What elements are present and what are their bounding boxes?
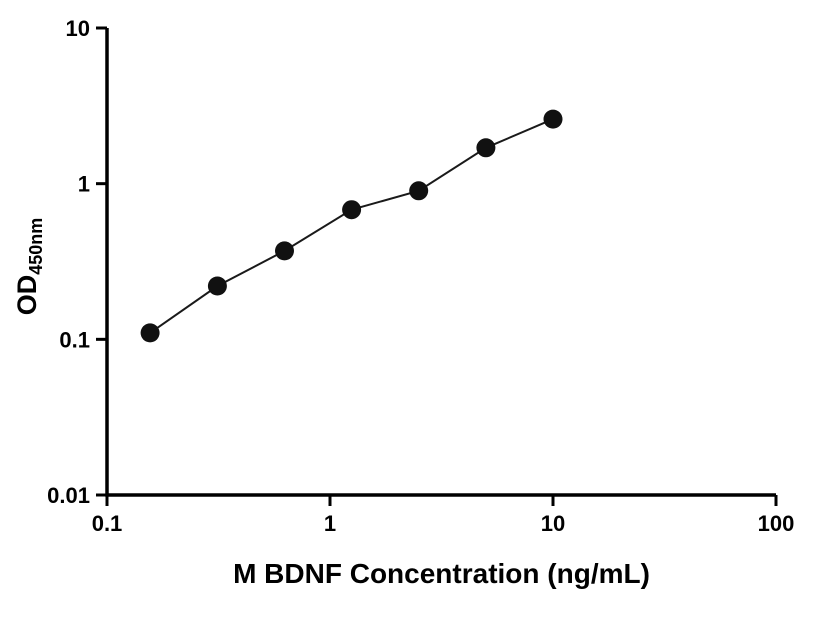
x-tick-label: 0.1 (92, 511, 123, 536)
x-axis-title: M BDNF Concentration (ng/mL) (233, 558, 650, 589)
data-point (207, 276, 227, 296)
y-tick-label: 1 (78, 172, 90, 197)
axis-spines (105, 28, 776, 497)
data-point (342, 200, 362, 220)
x-tick-label: 10 (541, 511, 565, 536)
y-axis: 0.01 0.1 1 10 (47, 16, 107, 508)
y-tick-label: 0.01 (47, 483, 90, 508)
x-tick-label: 1 (324, 511, 336, 536)
data-point (140, 323, 160, 343)
x-tick-label: 100 (758, 511, 795, 536)
y-tick-label: 10 (66, 16, 90, 41)
data-point (476, 138, 496, 158)
data-point (409, 181, 429, 201)
data-point (275, 241, 294, 261)
x-axis: 0.1 1 10 100 (92, 495, 795, 536)
y-axis-title: OD450nm (12, 218, 46, 316)
data-point (543, 109, 563, 129)
y-axis-title-main: OD (12, 275, 42, 316)
y-axis-title-subscript: 450nm (26, 218, 46, 275)
data-points (140, 109, 563, 343)
y-tick-label: 0.1 (59, 327, 90, 352)
